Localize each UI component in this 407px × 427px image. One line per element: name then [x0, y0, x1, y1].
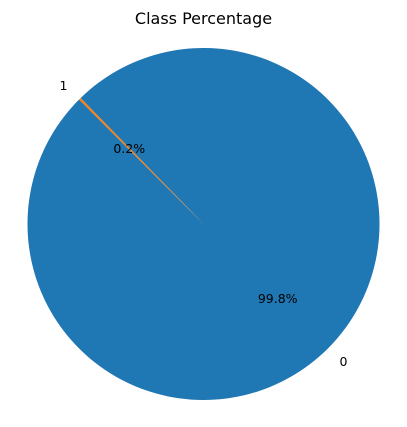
slice-label-1: 1	[60, 78, 68, 93]
slice-percent-0: 99.8%	[258, 291, 298, 306]
slice-label-0: 0	[340, 354, 348, 369]
pie-slices	[28, 48, 380, 400]
chart-title: Class Percentage	[135, 9, 272, 28]
slice-percent-1: 0.2%	[113, 141, 145, 156]
